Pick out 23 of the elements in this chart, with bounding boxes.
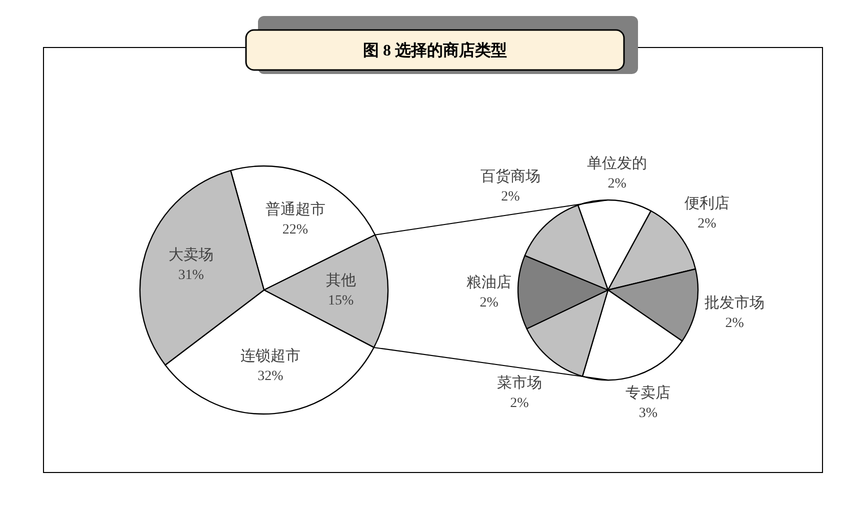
data-label: 15% — [328, 293, 354, 308]
slice-label: 菜市场 — [496, 374, 542, 392]
slice-label: 普通超市 — [265, 200, 326, 218]
data-label: 2% — [501, 190, 520, 205]
data-label: 2% — [510, 396, 530, 412]
data-label: 2% — [480, 296, 499, 311]
data-label: 31% — [178, 268, 204, 283]
slice-label: 其他 — [326, 272, 356, 289]
data-label: 32% — [258, 369, 284, 384]
slice-label: 粮油店 — [466, 274, 512, 292]
slice-label: 大卖场 — [168, 246, 214, 264]
slice-label: 百货商场 — [480, 168, 540, 186]
data-label: 22% — [282, 222, 308, 238]
data-label: 2% — [698, 216, 717, 232]
data-label: 3% — [638, 406, 658, 422]
slice-label: 连锁超市 — [240, 348, 300, 365]
data-label: 2% — [608, 176, 627, 192]
slice-label: 专卖店 — [626, 384, 671, 402]
text: 图 8 选择的商店类型 — [363, 40, 507, 60]
slice-label: 单位发的 — [587, 155, 648, 172]
slice-label: 便利店 — [684, 195, 730, 212]
data-label: 2% — [725, 316, 744, 331]
slice-label: 批发市场 — [704, 294, 765, 312]
